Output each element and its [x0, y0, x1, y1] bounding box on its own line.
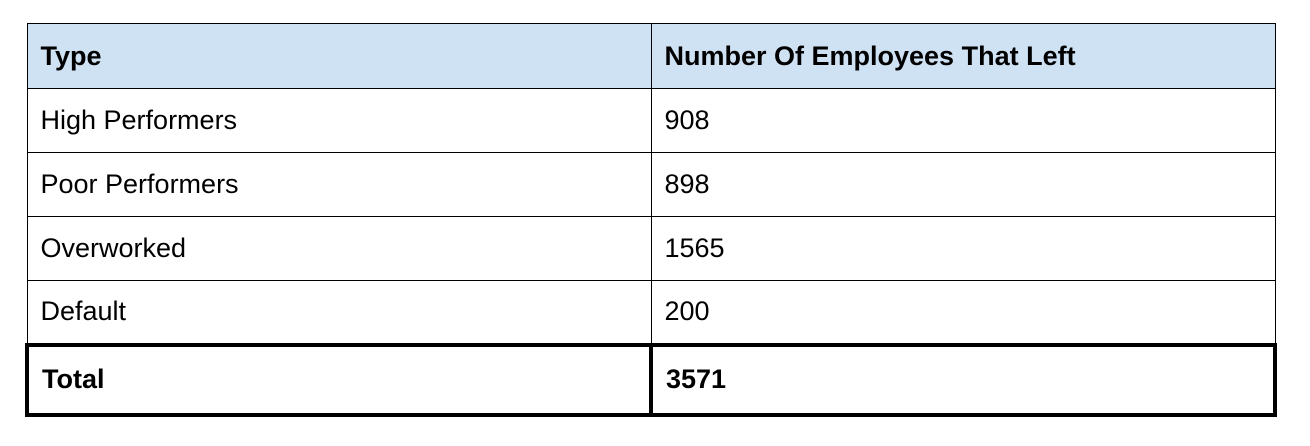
employees-left-table: Type Number Of Employees That Left High … — [25, 23, 1277, 417]
cell-type: Overworked — [26, 216, 652, 281]
total-value: 3571 — [649, 342, 1277, 417]
cell-count: 908 — [650, 88, 1276, 153]
header-number-left: Number Of Employees That Left — [650, 23, 1276, 89]
total-label: Total — [25, 342, 653, 417]
table-row: Overworked 1565 — [26, 216, 1276, 281]
cell-type: Poor Performers — [26, 152, 652, 217]
table-row: Poor Performers 898 — [26, 152, 1276, 217]
cell-type: Default — [26, 280, 652, 345]
cell-count: 898 — [650, 152, 1276, 217]
cell-count: 200 — [650, 280, 1276, 345]
total-row: Total 3571 — [25, 342, 1277, 417]
table-row: High Performers 908 — [26, 88, 1276, 153]
table-header-row: Type Number Of Employees That Left — [26, 23, 1276, 89]
cell-count: 1565 — [650, 216, 1276, 281]
table-row: Default 200 — [26, 280, 1276, 345]
cell-type: High Performers — [26, 88, 652, 153]
header-type: Type — [26, 23, 652, 89]
